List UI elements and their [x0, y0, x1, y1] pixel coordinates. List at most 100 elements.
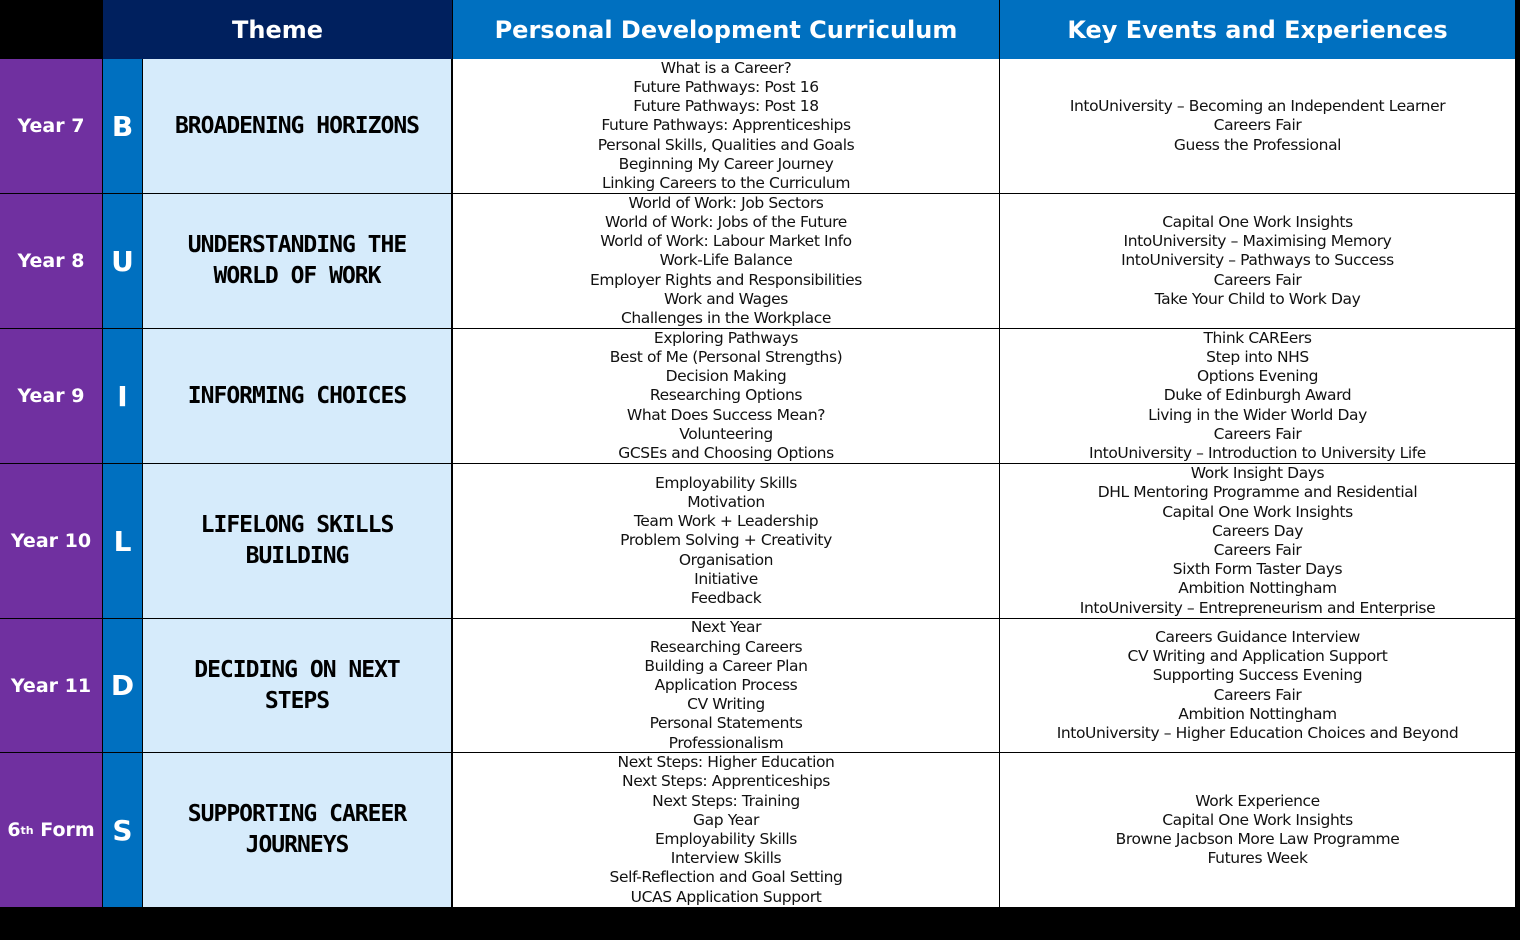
list-item: Researching Careers	[649, 637, 803, 656]
list-item: Capital One Work Insights	[1162, 502, 1353, 521]
list-item: Exploring Pathways	[653, 329, 799, 347]
list-item: Work Insight Days	[1190, 464, 1325, 483]
header-curriculum: Personal Development Curriculum	[453, 0, 1000, 59]
list-item: Ambition Nottingham	[1178, 704, 1337, 723]
year-label: Year 8	[0, 194, 103, 329]
list-item: Decision Making	[665, 367, 787, 386]
curriculum-list: Next Year Researching Careers Building a C…	[453, 619, 1000, 753]
list-item: Team Work + Leadership	[633, 512, 819, 531]
theme-title: INFORMING CHOICES	[143, 329, 453, 464]
theme-letter: I	[103, 329, 143, 464]
curriculum-list: What is a Career? Future Pathways: Post 1…	[453, 59, 1000, 194]
theme-letter: D	[103, 619, 143, 753]
list-item: Careers Fair	[1213, 424, 1302, 443]
list-item: Living in the Wider World Day	[1148, 405, 1367, 424]
curriculum-list: Next Steps: Higher Education Next Steps: …	[453, 753, 1000, 908]
list-item: Motivation	[687, 492, 765, 511]
year-label: Year 10	[0, 464, 103, 619]
events-list: Careers Guidance Interview CV Writing and…	[1000, 619, 1516, 753]
list-item: Employability Skills	[655, 830, 797, 848]
year-label: Year 9	[0, 329, 103, 464]
list-item: Capital One Work Insights	[1162, 212, 1353, 231]
theme-title: BROADENING HORIZONS	[143, 59, 453, 194]
list-item: Organisation	[678, 550, 774, 569]
theme-title: DECIDING ON NEXT STEPS	[143, 619, 453, 753]
list-item: IntoUniversity – Maximising Memory	[1123, 232, 1392, 251]
header-events: Key Events and Experiences	[1000, 0, 1516, 59]
list-item: Best of Me (Personal Strengths)	[609, 348, 843, 366]
list-item: Futures Week	[1207, 849, 1308, 868]
list-item: Employability Skills	[655, 473, 797, 492]
list-item: Future Pathways: Post 18	[633, 97, 819, 116]
list-item: Ambition Nottingham	[1178, 579, 1337, 598]
list-item: IntoUniversity – Becoming an Independent…	[1069, 97, 1446, 116]
list-item: DHL Mentoring Programme and Residential	[1097, 483, 1418, 502]
list-item: GCSEs and Choosing Options	[618, 444, 834, 463]
list-item: What Does Success Mean?	[626, 405, 826, 424]
year-label: Year 7	[0, 59, 103, 194]
list-item: IntoUniversity – Higher Education Choice…	[1056, 723, 1459, 742]
list-item: CV Writing	[687, 695, 765, 714]
list-item: Supporting Success Evening	[1152, 666, 1363, 685]
list-item: Careers Fair	[1213, 116, 1302, 135]
theme-title: LIFELONG SKILLS BUILDING	[143, 464, 453, 619]
list-item: Careers Guidance Interview	[1155, 627, 1360, 646]
list-item: Personal Skills, Qualities and Goals	[597, 135, 855, 154]
list-item: CV Writing and Application Support	[1127, 647, 1388, 666]
list-item: Careers Fair	[1213, 685, 1302, 704]
list-item: Careers Fair	[1213, 541, 1302, 559]
list-item: Careers Day	[1211, 521, 1303, 540]
list-item: Self-Reflection and Goal Setting	[609, 868, 843, 887]
list-item: Problem Solving + Creativity	[620, 531, 832, 550]
list-item: Next Steps: Apprenticeships	[622, 772, 830, 791]
list-item: Employer Rights and Responsibilities	[589, 270, 862, 289]
header-theme: Theme	[103, 0, 453, 59]
list-item: Guess the Professional	[1173, 135, 1342, 154]
list-item: Building a Career Plan	[644, 656, 808, 675]
theme-letter: U	[103, 194, 143, 329]
list-item: Options Evening	[1196, 367, 1319, 386]
list-item: Work-Life Balance	[659, 251, 793, 270]
list-item: Initiative	[694, 569, 758, 588]
theme-title: SUPPORTING CAREER JOURNEYS	[143, 753, 453, 908]
list-item: IntoUniversity – Pathways to Success	[1121, 251, 1394, 270]
list-item: Next Steps: Training	[652, 791, 800, 810]
theme-letter: S	[103, 753, 143, 908]
list-item: Future Pathways: Post 16	[633, 78, 819, 96]
list-item: Application Process	[654, 675, 798, 694]
list-item: Linking Careers to the Curriculum	[601, 174, 851, 193]
list-item: World of Work: Jobs of the Future	[605, 213, 847, 231]
events-list: Think CAREers Step into NHS Options Evenin…	[1000, 329, 1516, 464]
curriculum-list: Exploring Pathways Best of Me (Personal S…	[453, 329, 1000, 464]
list-item: UCAS Application Support	[630, 887, 822, 906]
list-item: Interview Skills	[670, 849, 782, 868]
year-suffix: Form	[33, 819, 95, 841]
year-label: Year 11	[0, 619, 103, 753]
list-item: IntoUniversity – Introduction to Univers…	[1089, 444, 1426, 463]
list-item: Work Experience	[1195, 791, 1320, 810]
list-item: World of Work: Labour Market Info	[600, 232, 852, 251]
theme-letter: B	[103, 59, 143, 194]
list-item: World of Work: Job Sectors	[628, 194, 824, 212]
year-number: 6	[7, 819, 21, 841]
curriculum-list: Employability Skills Motivation Team Work …	[453, 464, 1000, 619]
list-item: Researching Options	[649, 386, 803, 405]
list-item: Take Your Child to Work Day	[1154, 289, 1361, 308]
list-item: Next Steps: Higher Education	[617, 753, 835, 772]
list-item: Careers Fair	[1213, 270, 1302, 289]
list-item: Gap Year	[693, 810, 759, 829]
list-item: Personal Statements	[649, 714, 803, 733]
theme-letter: L	[103, 464, 143, 619]
list-item: Step into NHS	[1206, 348, 1309, 366]
list-item: What is a Career?	[660, 59, 792, 77]
list-item: Duke of Edinburgh Award	[1163, 386, 1352, 405]
list-item: Think CAREers	[1203, 329, 1312, 347]
events-list: Work Insight Days DHL Mentoring Programme…	[1000, 464, 1516, 619]
list-item: Challenges in the Workplace	[620, 309, 832, 328]
list-item: IntoUniversity – Entrepreneurism and Ent…	[1079, 598, 1436, 617]
list-item: Sixth Form Taster Days	[1172, 560, 1343, 579]
corner-cell	[0, 0, 103, 59]
events-list: IntoUniversity – Becoming an Independent…	[1000, 59, 1516, 194]
list-item: Beginning My Career Journey	[618, 154, 834, 173]
